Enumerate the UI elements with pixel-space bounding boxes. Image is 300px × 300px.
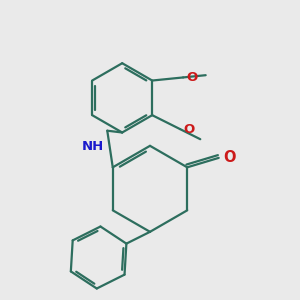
Text: NH: NH [82,140,104,152]
Text: O: O [224,150,236,165]
Text: O: O [183,123,194,136]
Text: O: O [186,71,197,84]
